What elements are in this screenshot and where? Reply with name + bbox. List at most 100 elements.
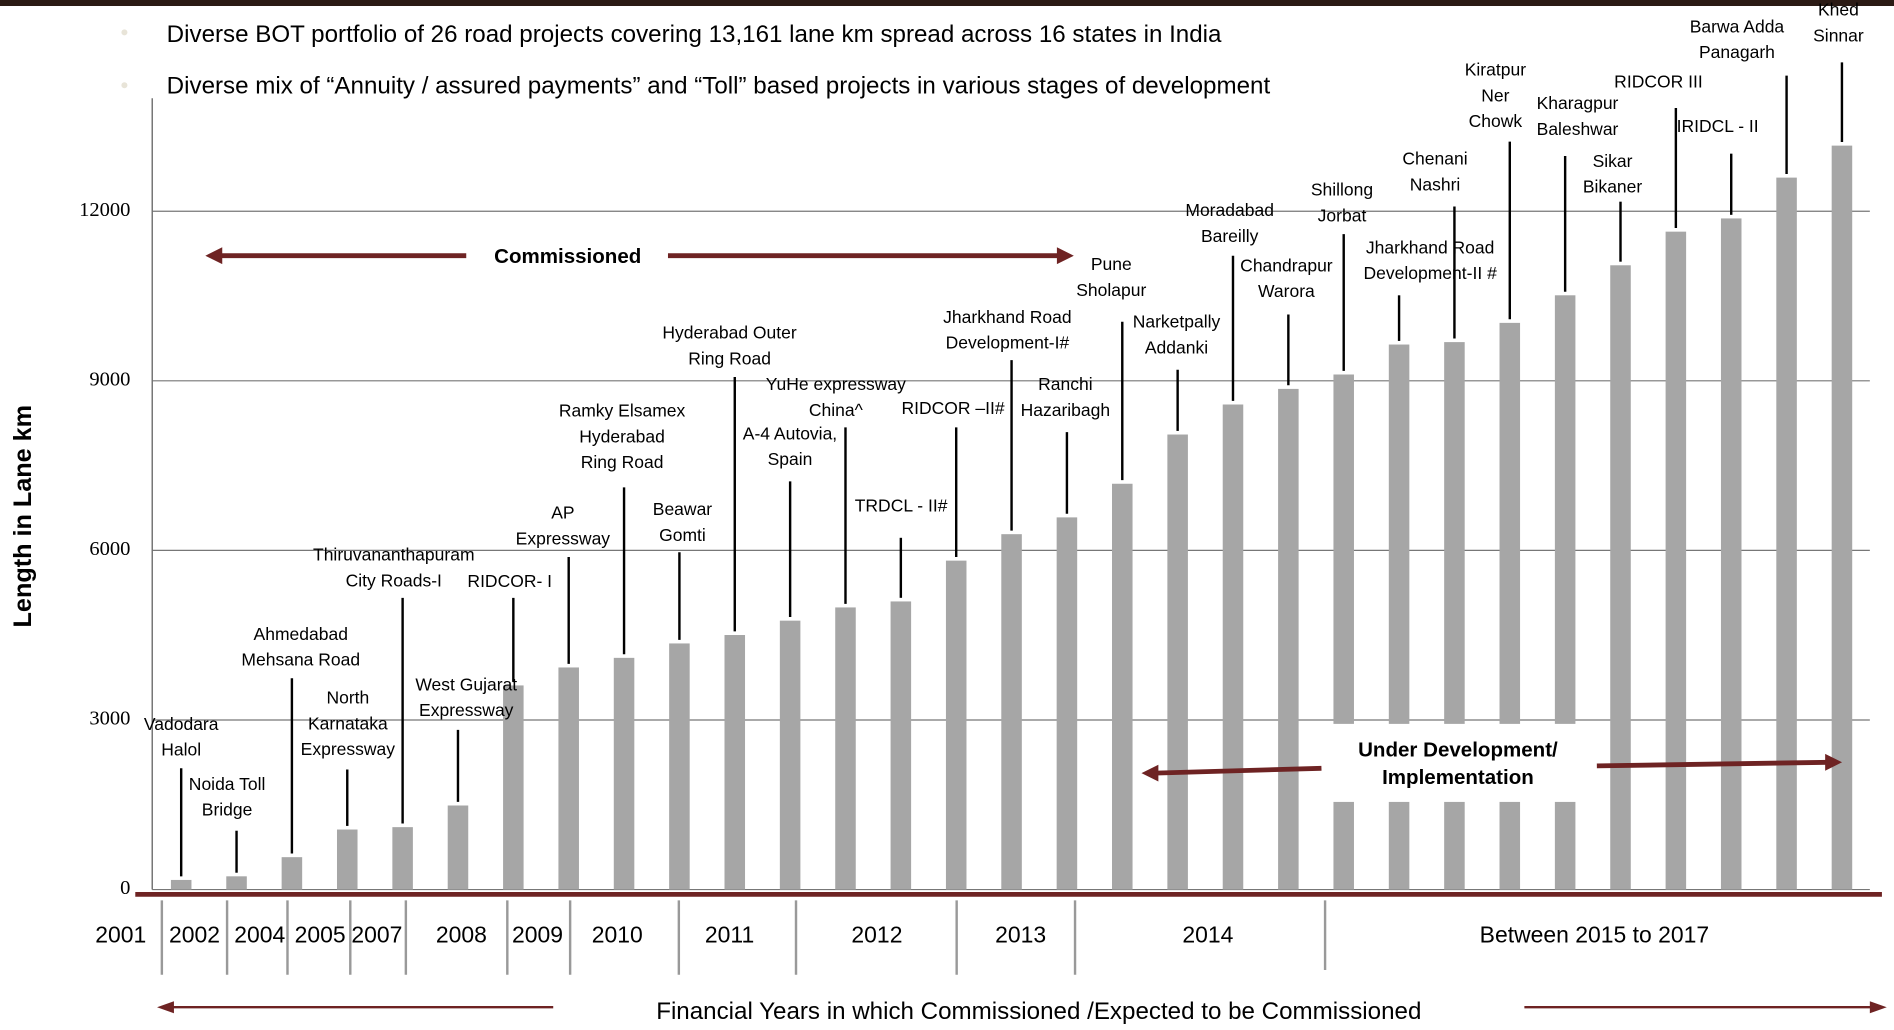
bar [613, 657, 635, 890]
bar-label: Ranchi [1038, 374, 1092, 394]
x-group-label: 2004 [234, 921, 285, 947]
bar [1388, 344, 1410, 890]
x-group-label: Between 2015 to 2017 [1480, 921, 1710, 947]
y-tick-label: 6000 [89, 538, 130, 560]
bar-label: Kharagpur [1537, 93, 1619, 113]
bar-label: Hyderabad [579, 426, 665, 446]
bar-label: Ahmedabad [254, 624, 348, 644]
x-group-label: 2010 [592, 921, 643, 947]
bar [1610, 265, 1631, 890]
bar-label: Ner [1481, 85, 1509, 105]
bar-label: Noida Toll [189, 774, 266, 794]
bar [392, 827, 413, 890]
bar-label: West Gujarat [415, 674, 517, 694]
bullet-dot [121, 82, 128, 89]
bar-label: Sikar [1593, 151, 1633, 171]
under-dev-label: Under Development/ [1358, 738, 1558, 761]
bar-label: Warora [1258, 281, 1315, 301]
y-tick-label: 9000 [89, 369, 130, 391]
bar [890, 601, 912, 890]
bar [1665, 231, 1687, 890]
bar-label: Addanki [1145, 338, 1208, 358]
arrow [1154, 765, 1322, 776]
bar-label: Mehsana Road [241, 650, 360, 670]
bar-label: Narketpally [1133, 312, 1221, 332]
bar-label: TRDCL - II# [855, 495, 948, 515]
x-group-label: 2007 [351, 921, 402, 947]
arrow-head [157, 1001, 174, 1014]
bar-label: Vadodara [144, 714, 219, 734]
x-group-label: 2009 [512, 921, 563, 947]
bar-label: Jharkhand Road [1366, 237, 1494, 257]
bar-label: Ring Road [581, 452, 664, 472]
bar [336, 829, 358, 890]
bar-label: Panagarh [1699, 42, 1775, 62]
arrow-head [1141, 764, 1159, 782]
bar-label: Gomti [659, 525, 706, 545]
bar-label: Development-II # [1364, 263, 1498, 283]
x-group-label: 2002 [169, 921, 220, 947]
bar [1167, 434, 1188, 890]
x-axis-title: Financial Years in which Commissioned /E… [656, 998, 1421, 1025]
bar [1776, 177, 1797, 890]
bar-label: YuHe expressway [766, 374, 906, 394]
bar-label: Sholapur [1076, 280, 1146, 300]
bar [226, 876, 247, 890]
bullet-text: Diverse mix of “Annuity / assured paymen… [167, 73, 1271, 100]
bar-label: Bridge [202, 800, 253, 820]
bar-label: Moradabad [1185, 200, 1274, 220]
bar-label: Baleshwar [1537, 119, 1619, 139]
bar-label: Halol [161, 740, 201, 760]
bar [170, 879, 192, 890]
under-dev-label: Implementation [1382, 766, 1534, 789]
arrow-head [205, 247, 223, 265]
bar-label: Karnataka [308, 713, 388, 733]
bar-label: North [326, 688, 369, 708]
bar [945, 560, 967, 890]
bar-label: AP [551, 503, 574, 523]
bar [835, 607, 856, 890]
bar [669, 643, 690, 890]
bar-label: Chandrapur [1240, 255, 1333, 275]
bar-label: Chowk [1469, 111, 1523, 131]
bar-label: Expressway [419, 700, 514, 720]
bar [1720, 218, 1742, 890]
bar-break [1328, 723, 1583, 802]
bar-label: Sinnar [1813, 25, 1864, 45]
bar-label: Bareilly [1201, 226, 1259, 246]
bar [1499, 322, 1521, 890]
x-group-label: 2008 [436, 921, 487, 947]
bar-label: Khed [1818, 0, 1859, 20]
bar-label: Jorbat [1318, 206, 1367, 226]
top-band [0, 0, 1894, 7]
bar [1112, 483, 1133, 890]
bar-label: IRIDCL - II [1677, 116, 1759, 136]
x-group-label: 2012 [851, 921, 902, 947]
bar [1222, 404, 1244, 890]
bar-label: Chenani [1402, 149, 1467, 169]
bar [779, 620, 801, 890]
bar-label: Hyderabad Outer [662, 323, 796, 343]
bar [281, 857, 303, 890]
bar-label: RIDCOR –II# [901, 398, 1004, 418]
bar-label: Nashri [1410, 174, 1461, 194]
bullet-dot [121, 29, 128, 36]
bar-label: RIDCOR III [1614, 72, 1703, 92]
bar [1444, 342, 1465, 890]
bar-label: Expressway [301, 739, 396, 759]
bar-label: Thiruvananthapuram [313, 545, 475, 565]
bar [558, 667, 579, 890]
bar [1831, 145, 1853, 890]
bar [1278, 388, 1299, 890]
bar-label: A-4 Autovia, [743, 423, 837, 443]
arrow-head [1056, 247, 1074, 265]
bar-label: China^ [809, 400, 864, 420]
y-tick-label: 12000 [79, 199, 130, 221]
x-group-label: 2014 [1182, 921, 1233, 947]
bar-label: Jharkhand Road [943, 307, 1071, 327]
bar-label: Ramky Elsamex [559, 401, 686, 421]
bar-label: Beawar [653, 499, 713, 519]
bar-label: Expressway [516, 528, 611, 548]
bar-label: Kiratpur [1465, 60, 1526, 80]
